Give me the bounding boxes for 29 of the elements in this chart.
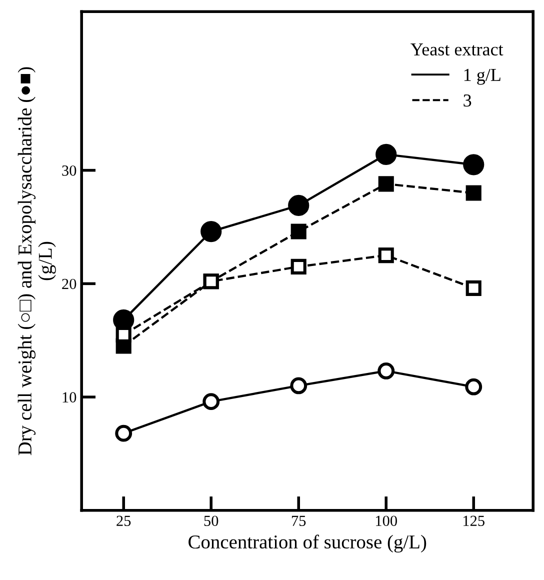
legend-label: 1 g/L	[464, 68, 500, 85]
point	[200, 220, 222, 242]
point	[378, 248, 394, 264]
y-axis-title: Dry cell weight (○□) and Exopolysaccharide (●■) (g/L)	[18, 67, 56, 456]
point	[463, 154, 484, 176]
legend-title: Yeast extract	[410, 44, 504, 56]
x-tick-label: 100	[376, 516, 397, 526]
point	[116, 326, 132, 342]
point	[466, 280, 482, 296]
y-tick-label: 20	[62, 278, 76, 290]
legend-label: 3	[464, 94, 472, 107]
x-tick-label: 25	[116, 516, 131, 526]
point	[290, 377, 308, 394]
point	[115, 424, 132, 442]
point	[288, 194, 310, 216]
point	[202, 393, 220, 410]
x-axis-title: Concentration of sucrose (g/L)	[188, 534, 426, 553]
x-tick-label: 125	[464, 516, 484, 526]
point	[290, 258, 306, 274]
point	[376, 144, 397, 165]
point	[465, 378, 482, 396]
y-tick-label: 30	[62, 165, 76, 176]
x-tick-label: 75	[292, 516, 306, 526]
point	[378, 176, 394, 192]
x-tick-label: 50	[204, 516, 218, 526]
y-tick-label: 10	[62, 392, 76, 402]
point	[290, 224, 306, 240]
point	[378, 362, 395, 380]
point	[466, 185, 482, 201]
